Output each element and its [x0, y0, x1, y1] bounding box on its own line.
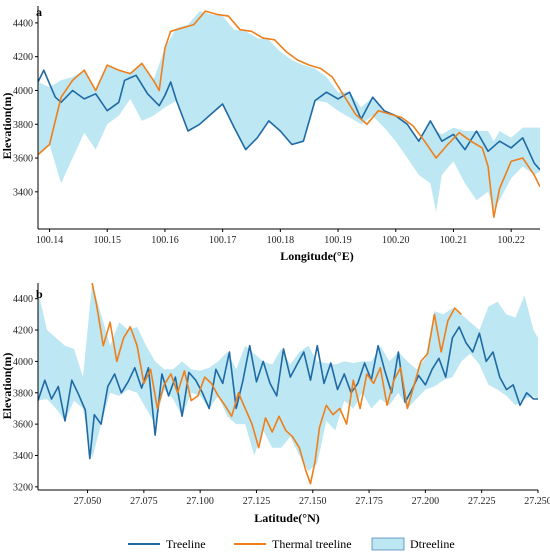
panel-b-y-tick-label: 4000 [13, 357, 33, 368]
panel-b-y-axis-label: Elevation(m) [0, 353, 14, 420]
panel-b-x-tick-label: 27.225 [468, 496, 496, 507]
panel-b-x-tick-label: 27.250 [524, 496, 550, 507]
panel-a: 100.14 100.15 100.16 100.17 100.18 100.19 100.… [0, 5, 540, 263]
panel-b-letter: b [36, 287, 43, 301]
panel-a-dtreeline-band-layer [38, 11, 540, 213]
legend-dtreeline-swatch [371, 537, 405, 551]
panel-b-thermal-line [91, 283, 462, 485]
panel-a-y-tick-label: 3600 [13, 154, 33, 165]
panel-b-axes: 27.050 27.075 27.100 27.125 27.150 27.175 27.2… [13, 283, 550, 507]
panel-b-line-layer [38, 283, 538, 485]
panel-a-x-tick-label: 100.18 [267, 235, 295, 246]
panel-b-dtreeline-band-layer [38, 283, 538, 472]
panel-b-x-tick-label: 27.150 [299, 496, 327, 507]
panel-b-y-tick-label: 3400 [13, 451, 33, 462]
panel-a-y-tick-label: 4400 [13, 18, 33, 29]
panel-b-y-tick-label: 3600 [13, 420, 33, 431]
panel-b: 27.050 27.075 27.100 27.125 27.150 27.175 27.2… [0, 283, 550, 525]
legend-thermal-treeline-label: Thermal treeline [272, 537, 352, 551]
panel-a-y-tick-label: 4200 [13, 52, 33, 63]
panel-a-y-tick-label: 4000 [13, 86, 33, 97]
panel-a-y-axis-label: Elevation(m) [0, 93, 14, 160]
panel-a-x-tick-label: 100.16 [151, 235, 179, 246]
panel-b-x-tick-label: 27.050 [74, 496, 102, 507]
panel-a-x-tick-label: 100.21 [440, 235, 468, 246]
panel-a-x-tick-label: 100.22 [497, 235, 525, 246]
panel-a-axes: 100.14 100.15 100.16 100.17 100.18 100.19 100.… [13, 6, 540, 246]
panel-b-y-tick-label: 3800 [13, 388, 33, 399]
panel-b-treeline-line [38, 326, 538, 460]
panel-a-thermal-line [38, 10, 540, 218]
panel-a-y-tick-label: 3800 [13, 120, 33, 131]
legend-dtreeline-label: Dtreeline [410, 537, 455, 551]
panel-b-x-tick-label: 27.200 [412, 496, 440, 507]
panel-a-letter: a [36, 5, 42, 19]
panel-a-x-axis-label: Longitude(°E) [280, 249, 353, 263]
panel-a-line-layer [38, 10, 540, 218]
panel-a-x-tick-label: 100.14 [36, 235, 64, 246]
panel-a-treeline-line [38, 69, 540, 171]
panel-a-x-tick-label: 100.19 [324, 235, 352, 246]
panel-a-x-tick-label: 100.17 [209, 235, 237, 246]
panel-b-x-axis-label: Latitude(°N) [254, 511, 319, 525]
panel-b-x-tick-label: 27.100 [186, 496, 214, 507]
panel-a-y-tick-label: 3400 [13, 187, 33, 198]
panel-b-y-tick-label: 4400 [13, 294, 33, 305]
panel-b-y-tick-label: 3200 [13, 482, 33, 493]
panel-b-x-tick-label: 27.075 [130, 496, 158, 507]
legend-treeline-label: Treeline [166, 537, 206, 551]
panel-b-y-tick-label: 4200 [13, 326, 33, 337]
panel-a-x-tick-label: 100.20 [382, 235, 410, 246]
panel-b-x-tick-label: 27.175 [355, 496, 383, 507]
legend: Treeline Thermal treeline Dtreeline [128, 537, 455, 551]
panel-b-x-tick-label: 27.125 [243, 496, 271, 507]
panel-a-dtreeline-band [38, 11, 540, 213]
panel-b-dtreeline-band [38, 283, 538, 472]
panel-a-x-tick-label: 100.15 [93, 235, 121, 246]
